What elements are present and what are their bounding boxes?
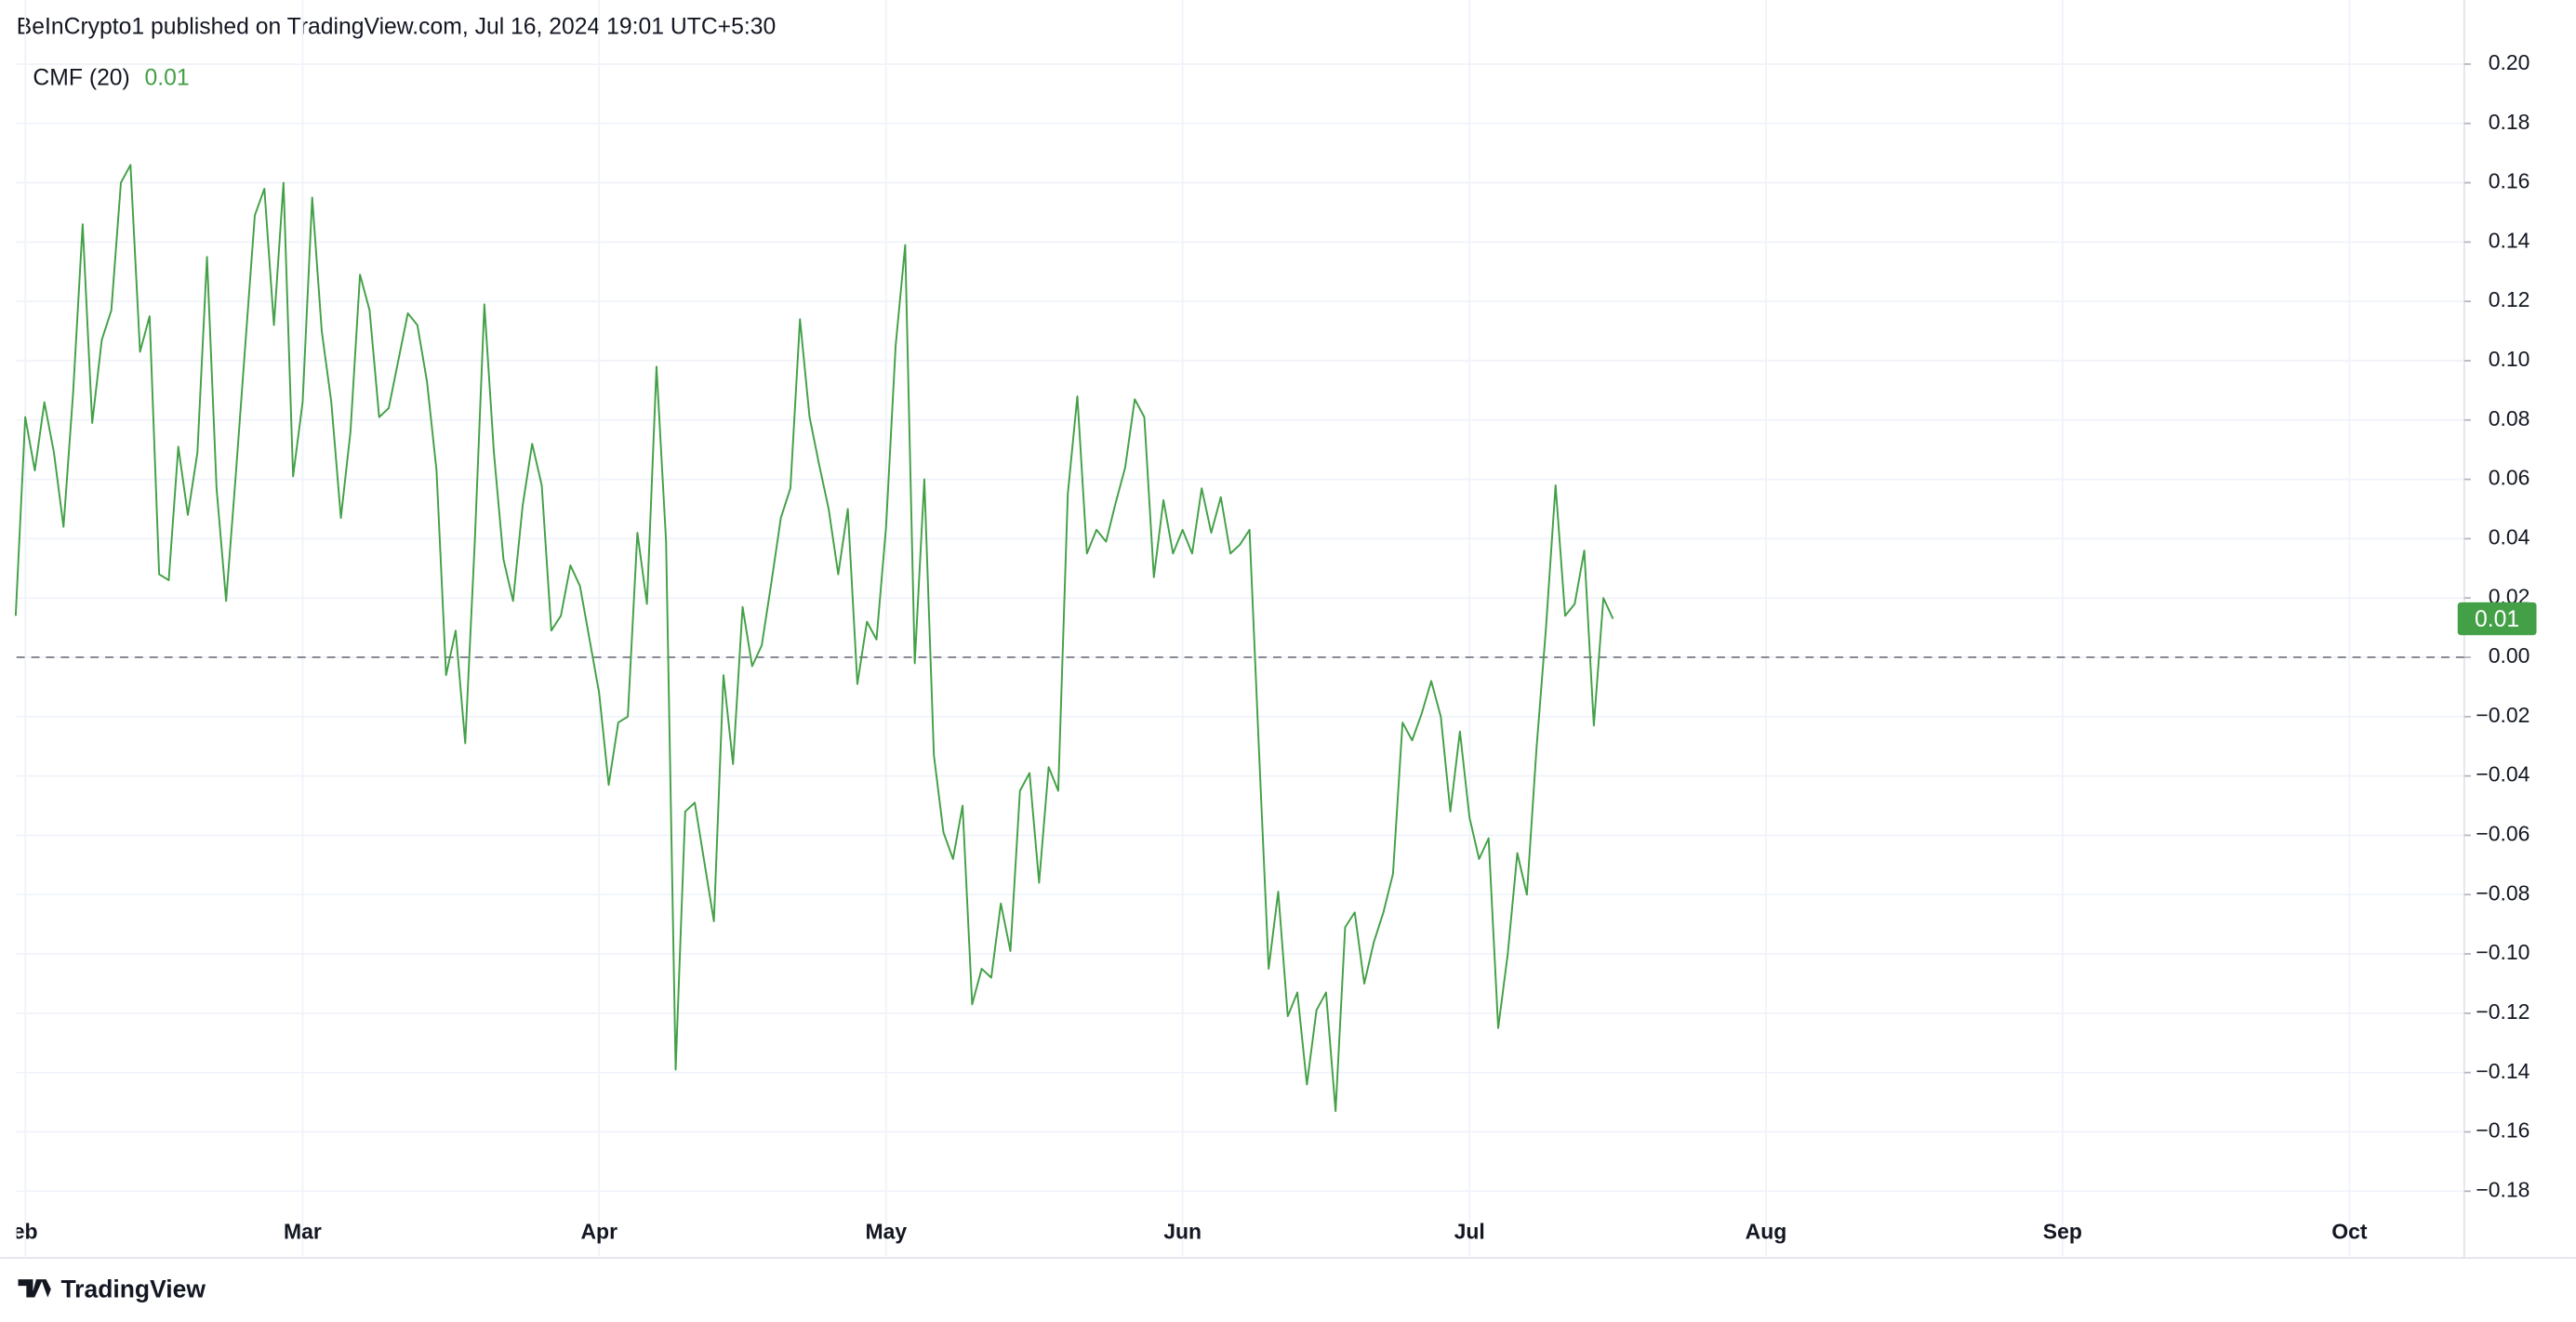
y-tick-label: −0.08 (2476, 880, 2530, 905)
y-tick-label: −0.14 (2476, 1059, 2530, 1083)
y-tick-label: 0.06 (2489, 466, 2530, 490)
y-tick-label: 0.16 (2489, 169, 2530, 193)
data-line (14, 164, 1614, 1113)
x-tick-label: eb (13, 1220, 38, 1244)
x-tick-label: Sep (2043, 1220, 2082, 1244)
x-tick-label: Aug (1746, 1220, 1787, 1244)
y-tick-label: 0.10 (2489, 347, 2530, 371)
last-value-badge (2457, 602, 2537, 636)
y-tick-label: −0.06 (2476, 822, 2530, 846)
y-tick-label: 0.12 (2489, 287, 2530, 311)
x-tick-label: Apr (580, 1220, 617, 1244)
y-tick-label: 0.00 (2489, 643, 2530, 668)
source-note: BeInCrypto1 published on TradingView.com… (17, 15, 776, 40)
y-tick-label: 0.08 (2489, 406, 2530, 430)
y-tick-label: −0.18 (2476, 1177, 2530, 1201)
y-tick-label: −0.02 (2476, 703, 2530, 727)
legend-value: 0.01 (145, 65, 190, 90)
y-tick-label: −0.12 (2476, 999, 2530, 1024)
brand-name: TradingView (60, 1275, 206, 1302)
y-tick-label: −0.16 (2476, 1118, 2530, 1143)
y-tick-label: 0.20 (2489, 50, 2530, 74)
x-tick-label: Mar (284, 1220, 322, 1244)
brand-logo: TradingView (18, 1275, 206, 1302)
y-tick-label: 0.14 (2489, 228, 2530, 252)
legend-name: CMF (20) (33, 65, 129, 90)
y-tick-label: 0.04 (2489, 524, 2530, 549)
x-tick-label: Oct (2331, 1220, 2368, 1244)
left-mask (0, 1215, 17, 1252)
x-tick-label: Jun (1163, 1220, 1202, 1244)
x-tick-label: Jul (1454, 1220, 1485, 1244)
grid (0, 0, 2576, 1259)
y-tick-label: −0.04 (2476, 762, 2530, 787)
plot (14, 164, 2464, 1113)
y-tick-label: 0.18 (2489, 110, 2530, 134)
y-tick-label: −0.10 (2476, 940, 2530, 964)
last-value-label: 0.01 (2475, 607, 2519, 632)
logo-icon (18, 1279, 51, 1298)
x-tick-label: May (865, 1220, 907, 1244)
